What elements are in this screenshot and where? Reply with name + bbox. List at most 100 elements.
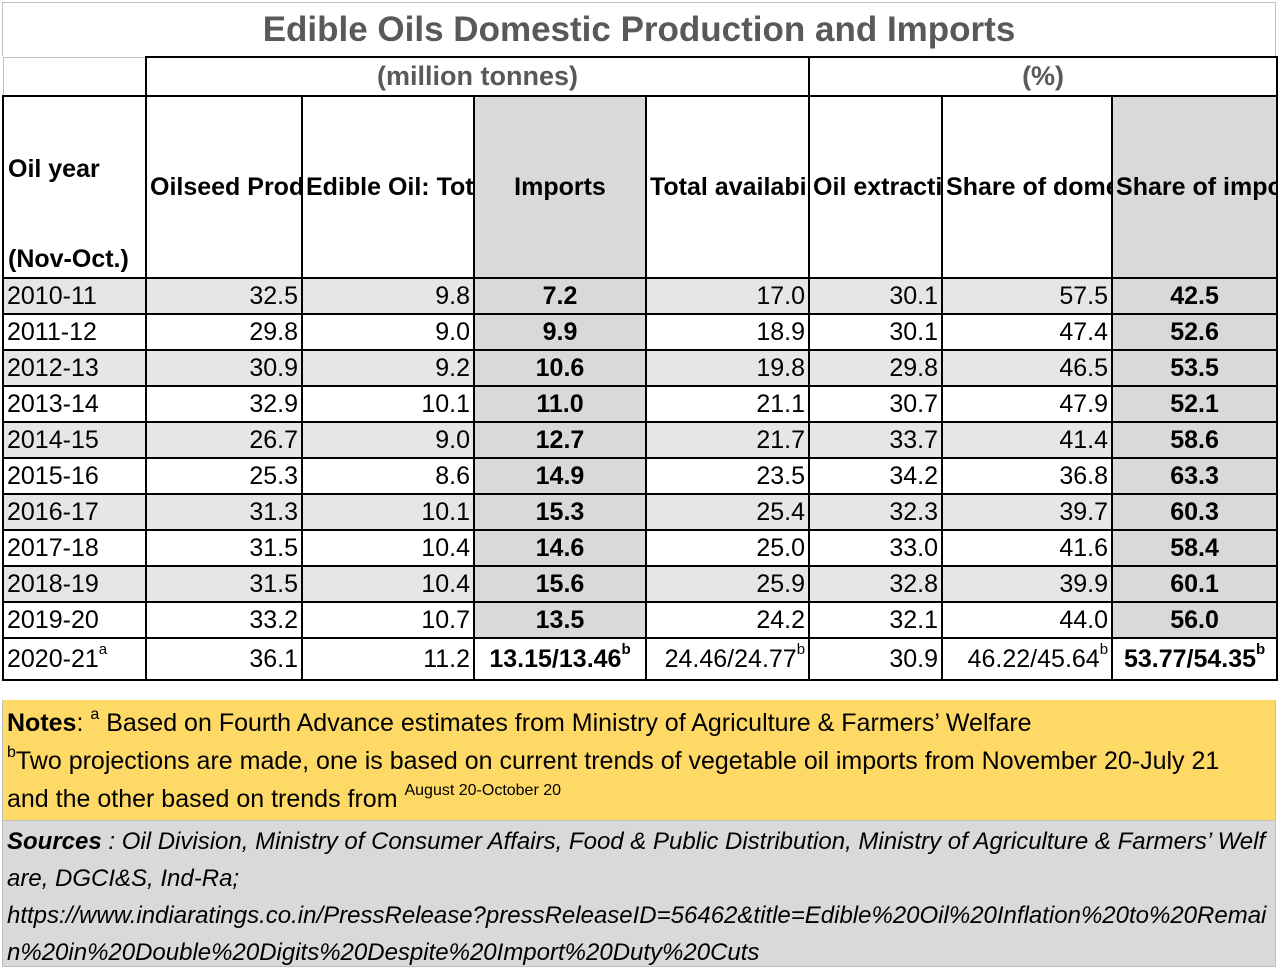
share-imports-text: 53.77/54.35 — [1123, 644, 1257, 673]
cell-share-domestic: 36.8 — [941, 457, 1114, 495]
cell-total: 23.5 — [644, 457, 811, 495]
table-row: 2010-11 32.5 9.8 7.2 17.0 30.1 57.5 42.5 — [2, 277, 1278, 315]
cell-domestic: 9.0 — [301, 313, 475, 351]
table-row: 2017-18 31.5 10.4 14.6 25.0 33.0 41.6 58.4 — [2, 529, 1278, 567]
header-row: Oil year (Nov-Oct.) Oilseed Production E… — [2, 95, 1278, 279]
cell-oilseed: 36.1 — [145, 637, 303, 681]
header-oil-year-label: Oil year — [8, 155, 100, 183]
note-b-small-text: August 20-October 20 — [404, 782, 562, 799]
year-text: 2020-21 — [7, 644, 99, 673]
cell-domestic: 10.7 — [301, 601, 475, 639]
cell-oilseed: 30.9 — [145, 349, 303, 387]
note-b-text: Two projections are made, one is based o… — [15, 747, 1220, 775]
notes-label: Notes — [7, 709, 77, 737]
header-oil-year-period: (Nov-Oct.) — [8, 245, 129, 273]
header-imports: Imports — [473, 95, 647, 279]
footnote-a-marker: a — [98, 640, 108, 658]
cell-imports: 11.0 — [473, 385, 647, 423]
cell-imports: 14.9 — [473, 457, 647, 495]
cell-share-imports: 42.5 — [1111, 277, 1278, 315]
cell-total: 24.2 — [644, 601, 811, 639]
cell-share-imports: 52.6 — [1111, 313, 1278, 351]
cell-extraction: 33.0 — [808, 529, 944, 567]
imports-text: 13.15/13.46 — [489, 644, 622, 673]
cell-share-imports: 58.6 — [1111, 421, 1278, 459]
header-share-imports: Share of imports — [1111, 95, 1278, 279]
footnote-b-marker: b — [796, 640, 806, 658]
cell-share-domestic: 47.4 — [941, 313, 1114, 351]
cell-year: 2011-12 — [2, 313, 147, 351]
table-row: 2014-15 26.7 9.0 12.7 21.7 33.7 41.4 58.6 — [2, 421, 1278, 459]
cell-year: 2010-11 — [2, 277, 147, 315]
cell-domestic: 10.4 — [301, 565, 475, 603]
cell-oilseed: 33.2 — [145, 601, 303, 639]
cell-year: 2019-20 — [2, 601, 147, 639]
cell-share-domestic: 46.22/45.64b — [941, 637, 1114, 681]
cell-year: 2018-19 — [2, 565, 147, 603]
cell-extraction: 30.1 — [808, 313, 944, 351]
cell-oilseed: 29.8 — [145, 313, 303, 351]
cell-extraction: 30.7 — [808, 385, 944, 423]
cell-year: 2015-16 — [2, 457, 147, 495]
cell-share-domestic: 41.4 — [941, 421, 1114, 459]
note-a-marker: a — [90, 706, 100, 723]
sources-section: Sources : Oil Division, Ministry of Cons… — [2, 820, 1276, 967]
cell-domestic: 10.1 — [301, 385, 475, 423]
cell-share-imports: 52.1 — [1111, 385, 1278, 423]
cell-share-domestic: 57.5 — [941, 277, 1114, 315]
cell-share-domestic: 44.0 — [941, 601, 1114, 639]
note-b-text-2: and the other based on trends from — [7, 785, 398, 813]
cell-extraction: 29.8 — [808, 349, 944, 387]
table-row: 2018-19 31.5 10.4 15.6 25.9 32.8 39.9 60.1 — [2, 565, 1278, 603]
note-b-marker: b — [7, 744, 16, 761]
cell-total: 21.1 — [644, 385, 811, 423]
note-b-continued: and the other based on trends from Augus… — [7, 780, 1271, 818]
cell-oilseed: 26.7 — [145, 421, 303, 459]
cell-imports: 7.2 — [473, 277, 647, 315]
cell-oilseed: 31.5 — [145, 565, 303, 603]
footnote-b-marker: b — [1256, 640, 1266, 658]
cell-share-imports: 63.3 — [1111, 457, 1278, 495]
cell-extraction: 32.1 — [808, 601, 944, 639]
cell-oilseed: 32.9 — [145, 385, 303, 423]
cell-year: 2017-18 — [2, 529, 147, 567]
table-row: 2016-17 31.3 10.1 15.3 25.4 32.3 39.7 60.3 — [2, 493, 1278, 531]
cell-share-imports: 60.3 — [1111, 493, 1278, 531]
table-row: 2015-16 25.3 8.6 14.9 23.5 34.2 36.8 63.3 — [2, 457, 1278, 495]
table-row: 2013-14 32.9 10.1 11.0 21.1 30.7 47.9 52.1 — [2, 385, 1278, 423]
total-text: 24.46/24.77 — [664, 644, 797, 673]
header-oilseed-production: Oilseed Production — [145, 95, 303, 279]
cell-extraction: 34.2 — [808, 457, 944, 495]
note-a-text: Based on Fourth Advance estimates from M… — [99, 709, 1032, 737]
cell-year: 2016-17 — [2, 493, 147, 531]
cell-oilseed: 32.5 — [145, 277, 303, 315]
cell-imports: 15.3 — [473, 493, 647, 531]
table-row: 2011-12 29.8 9.0 9.9 18.9 30.1 47.4 52.6 — [2, 313, 1278, 351]
cell-total: 25.0 — [644, 529, 811, 567]
cell-share-imports: 53.77/54.35b — [1111, 637, 1278, 681]
cell-domestic: 11.2 — [301, 637, 475, 681]
sources-label: Sources — [7, 828, 102, 855]
cell-domestic: 9.0 — [301, 421, 475, 459]
units-row: (million tonnes) (%) — [2, 56, 1278, 97]
cell-oilseed: 31.3 — [145, 493, 303, 531]
cell-imports: 13.5 — [473, 601, 647, 639]
cell-share-domestic: 47.9 — [941, 385, 1114, 423]
table-title: Edible Oils Domestic Production and Impo… — [2, 2, 1276, 56]
cell-year: 2014-15 — [2, 421, 147, 459]
cell-imports: 15.6 — [473, 565, 647, 603]
cell-total: 25.9 — [644, 565, 811, 603]
share-domestic-text: 46.22/45.64 — [967, 644, 1100, 673]
cell-domestic: 9.8 — [301, 277, 475, 315]
cell-domestic: 8.6 — [301, 457, 475, 495]
table-body: 2010-11 32.5 9.8 7.2 17.0 30.1 57.5 42.5 2011-12… — [2, 277, 1278, 639]
sources-url[interactable]: https://www.indiaratings.co.in/PressRele… — [7, 902, 1267, 966]
cell-imports: 9.9 — [473, 313, 647, 351]
footnote-b-marker: b — [1099, 640, 1109, 658]
notes-section: Notes: a Based on Fourth Advance estimat… — [2, 700, 1276, 820]
cell-imports: 12.7 — [473, 421, 647, 459]
cell-total: 25.4 — [644, 493, 811, 531]
table-row: 2019-20 33.2 10.7 13.5 24.2 32.1 44.0 56.0 — [2, 601, 1278, 639]
cell-oilseed: 31.5 — [145, 529, 303, 567]
